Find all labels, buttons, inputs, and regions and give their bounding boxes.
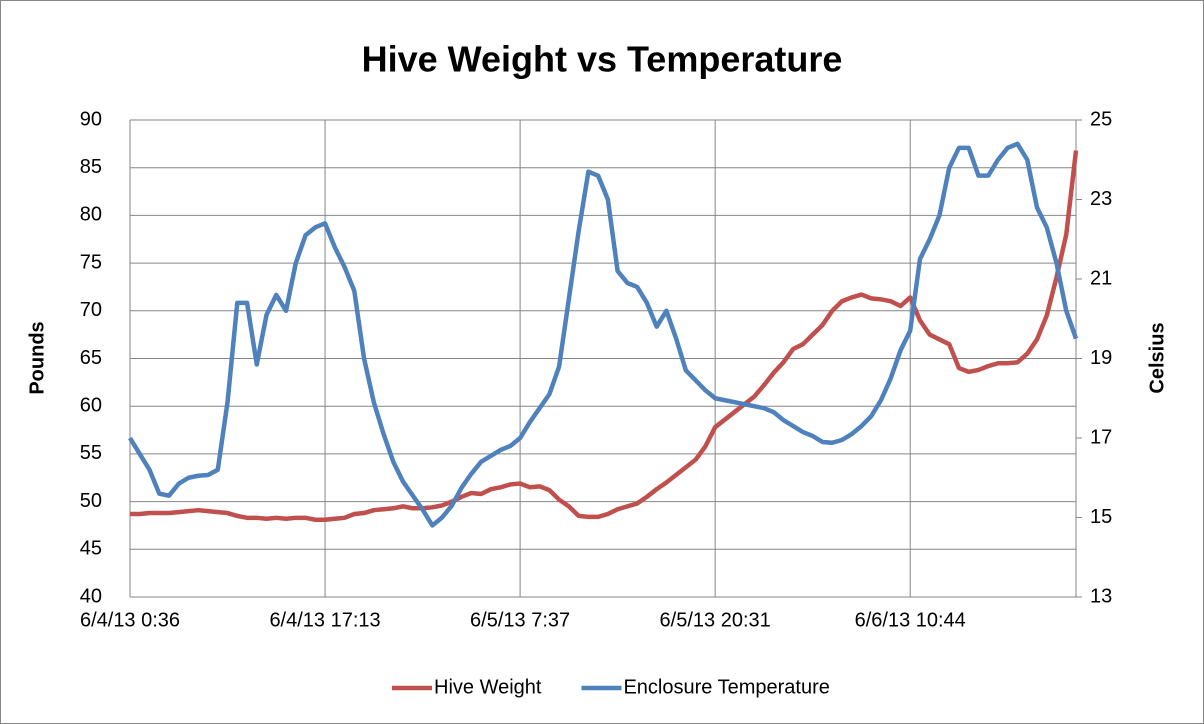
x-tick-label: 6/5/13 7:37 [470, 609, 570, 631]
y2-tick-label: 15 [1090, 506, 1112, 528]
y-tick-label: 60 [80, 394, 102, 416]
y2-axis-title: Celsius [1146, 322, 1168, 393]
y2-tick-label: 19 [1090, 347, 1112, 369]
x-tick-label: 6/5/13 20:31 [660, 609, 771, 631]
y-axis-title: Pounds [26, 321, 48, 394]
y-tick-label: 80 [80, 204, 102, 226]
y2-tick-label: 17 [1090, 426, 1112, 448]
y-tick-label: 40 [80, 585, 102, 607]
x-tick-label: 6/4/13 0:36 [80, 609, 180, 631]
y-tick-label: 85 [80, 156, 102, 178]
y-tick-label: 65 [80, 347, 102, 369]
line-series [130, 150, 1079, 522]
y-tick-label: 55 [80, 442, 102, 464]
line-series [128, 141, 1079, 528]
y2-tick-label: 25 [1090, 108, 1112, 130]
y-tick-label: 45 [80, 538, 102, 560]
chart-title: Hive Weight vs Temperature [362, 39, 843, 80]
legend-label: Hive Weight [434, 676, 542, 698]
legend-label: Enclosure Temperature [623, 676, 829, 698]
y-tick-label: 50 [80, 490, 102, 512]
y2-tick-label: 13 [1090, 585, 1112, 607]
x-tick-label: 6/4/13 17:13 [269, 609, 380, 631]
y2-tick-label: 21 [1090, 267, 1112, 289]
y2-tick-label: 23 [1090, 188, 1112, 210]
x-tick-label: 6/6/13 10:44 [855, 609, 966, 631]
y-tick-label: 70 [80, 299, 102, 321]
y-tick-label: 75 [80, 251, 102, 273]
y-tick-label: 90 [80, 108, 102, 130]
